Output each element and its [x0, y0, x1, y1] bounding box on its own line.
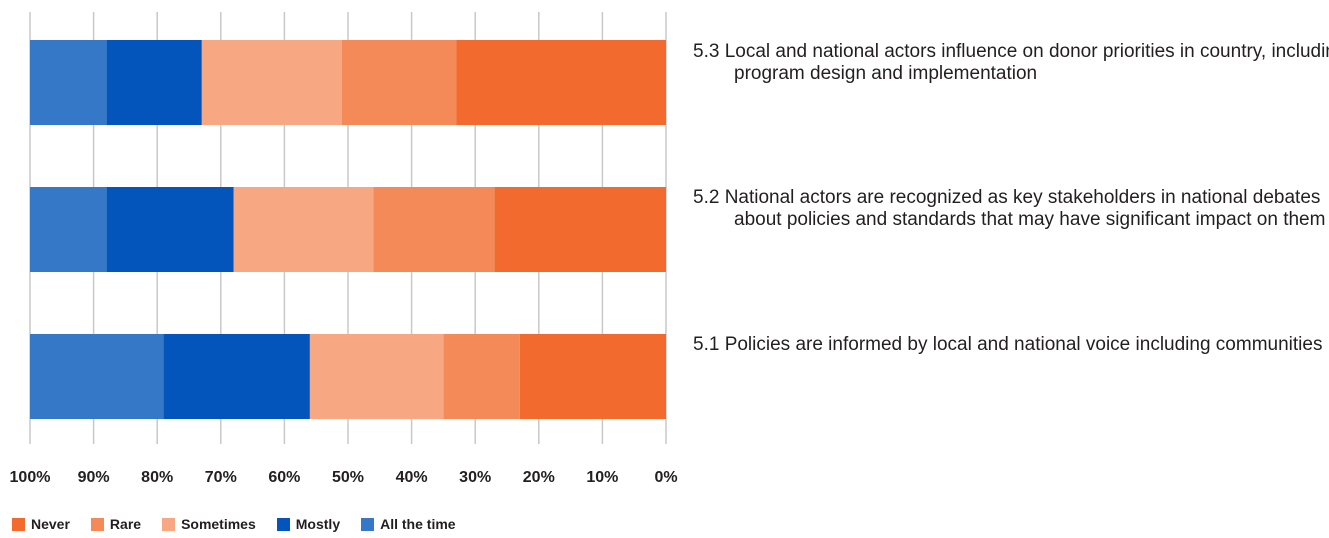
- bar-segment-rare: [373, 187, 495, 272]
- bar-segment-never: [494, 187, 666, 272]
- x-tick-label: 100%: [10, 469, 51, 486]
- legend-label-mostly: Mostly: [295, 516, 341, 532]
- legend-label-sometimes: Sometimes: [181, 516, 256, 532]
- x-tick-label: 70%: [205, 469, 237, 486]
- category-label-5-2: 5.2 National actors are recognized as ke…: [693, 187, 1326, 230]
- x-tick-label: 30%: [459, 469, 491, 486]
- x-tick-label: 20%: [523, 469, 555, 486]
- bar-segment-rare: [443, 334, 520, 419]
- legend-swatch-rare: [90, 517, 104, 531]
- x-tick-label: 50%: [332, 469, 364, 486]
- stacked-bar-chart: 100% 90% 80% 70% 60% 50% 40% 30% 20% 10% 0%: [10, 12, 678, 486]
- x-tick-label: 0%: [654, 469, 677, 486]
- bar-segment-never: [456, 40, 666, 125]
- legend-swatch-never: [12, 517, 25, 531]
- bar-segment-all-the-time: [30, 187, 107, 272]
- x-axis-ticks: 100% 90% 80% 70% 60% 50% 40% 30% 20% 10% 0%: [10, 469, 678, 486]
- bar-segment-sometimes: [233, 187, 374, 272]
- x-tick-label: 60%: [268, 469, 300, 486]
- legend-swatch-sometimes: [162, 517, 176, 531]
- legend-label-rare: Rare: [109, 516, 142, 532]
- legend-item-rare: Rare: [90, 516, 142, 532]
- legend-swatch-mostly: [276, 517, 290, 531]
- x-tick-label: 10%: [586, 469, 618, 486]
- bar-segment-all-the-time: [30, 40, 107, 125]
- legend-item-all-the-time: All the time: [361, 516, 456, 532]
- bars: [30, 40, 666, 419]
- bar-segment-mostly: [163, 334, 310, 419]
- bar-segment-all-the-time: [30, 334, 164, 419]
- bar-segment-mostly: [106, 187, 234, 272]
- x-tick-label: 80%: [141, 469, 173, 486]
- legend-label-all-the-time: All the time: [380, 516, 456, 532]
- bar-segment-never: [519, 334, 666, 419]
- legend: Never Rare Sometimes Mostly All the time: [12, 516, 477, 532]
- x-tick-label: 40%: [396, 469, 428, 486]
- category-label-5-3: 5.3 Local and national actors influence …: [693, 41, 1329, 84]
- legend-item-sometimes: Sometimes: [162, 516, 256, 532]
- legend-swatch-all-the-time: [361, 517, 375, 531]
- bar-segment-mostly: [106, 40, 202, 125]
- legend-item-mostly: Mostly: [276, 516, 341, 532]
- legend-label-never: Never: [31, 516, 70, 532]
- legend-item-never: Never: [12, 516, 70, 532]
- x-tick-label: 90%: [78, 469, 110, 486]
- bar-segment-sometimes: [201, 40, 342, 125]
- bar-segment-rare: [341, 40, 457, 125]
- category-label-5-1: 5.1 Policies are informed by local and n…: [693, 334, 1323, 355]
- bar-segment-sometimes: [309, 334, 444, 419]
